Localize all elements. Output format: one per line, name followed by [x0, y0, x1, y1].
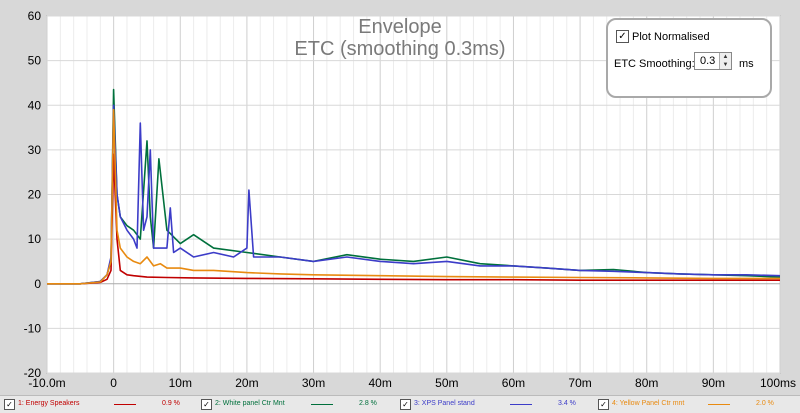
y-tick-label: 30: [28, 143, 42, 157]
legend-checkbox-2[interactable]: ✓: [201, 399, 212, 410]
chart-title: Envelope: [358, 16, 441, 38]
legend-name-1: 1: Energy Speakers: [18, 400, 80, 407]
legend-name-3: 3: XPS Panel stand: [414, 400, 475, 407]
etc-smoothing-value[interactable]: 0.3: [700, 55, 716, 67]
y-tick-label: -10: [24, 321, 42, 335]
plot-options-panel: ✓ Plot Normalised ETC Smoothing: 0.3 ▲ ▼…: [606, 18, 772, 98]
legend-name-4: 4: Yellow Panel Ctr mnt: [612, 400, 685, 407]
x-tick-label: 50m: [435, 376, 458, 390]
legend-name-2: 2: White panel Ctr Mnt: [215, 400, 285, 407]
series-line-3: [47, 104, 781, 285]
x-tick-label: 40m: [369, 376, 392, 390]
legend-checkbox-3[interactable]: ✓: [400, 399, 411, 410]
legend-checkbox-4[interactable]: ✓: [598, 399, 609, 410]
chart-subtitle: ETC (smoothing 0.3ms): [294, 38, 505, 60]
legend-checkbox-1[interactable]: ✓: [4, 399, 15, 410]
legend-value-2: 2.8 %: [359, 400, 377, 407]
legend-line-3: [510, 404, 532, 405]
y-tick-label: 40: [28, 98, 42, 112]
legend-value-1: 0.9 %: [162, 400, 180, 407]
x-tick-label: 30m: [302, 376, 325, 390]
etc-smoothing-unit: ms: [739, 58, 754, 70]
y-tick-label: 0: [34, 277, 41, 291]
y-tick-label: -20: [24, 366, 42, 380]
x-tick-label: 20m: [235, 376, 258, 390]
etc-smoothing-spinner[interactable]: 0.3 ▲ ▼: [694, 52, 732, 70]
etc-smoothing-label: ETC Smoothing:: [614, 58, 695, 70]
x-tick-label: 0: [110, 376, 117, 390]
x-tick-label: -10.0m: [28, 376, 65, 390]
legend-value-3: 3.4 %: [558, 400, 576, 407]
x-tick-label: 100ms: [760, 376, 796, 390]
plot-normalised-checkbox[interactable]: ✓: [616, 30, 629, 43]
legend-value-4: 2.0 %: [756, 400, 774, 407]
y-tick-label: 50: [28, 54, 42, 68]
plot-normalised-label: Plot Normalised: [632, 31, 710, 43]
spin-up-button[interactable]: ▲: [720, 53, 731, 61]
x-tick-label: 70m: [568, 376, 591, 390]
x-tick-label: 10m: [169, 376, 192, 390]
y-tick-label: 20: [28, 188, 42, 202]
series-line-1: [47, 153, 780, 285]
legend-line-4: [708, 404, 730, 405]
y-tick-label: 60: [28, 9, 42, 23]
legend-line-2: [311, 404, 333, 405]
x-tick-label: 90m: [702, 376, 725, 390]
legend-line-1: [114, 404, 136, 405]
legend-bar: ✓ 1: Energy Speakers 0.9 % ✓ 2: White pa…: [0, 395, 800, 413]
spin-down-button[interactable]: ▼: [720, 61, 731, 69]
series-line-4: [47, 108, 780, 285]
y-tick-label: 10: [28, 232, 42, 246]
x-tick-label: 60m: [502, 376, 525, 390]
x-tick-label: 80m: [635, 376, 658, 390]
